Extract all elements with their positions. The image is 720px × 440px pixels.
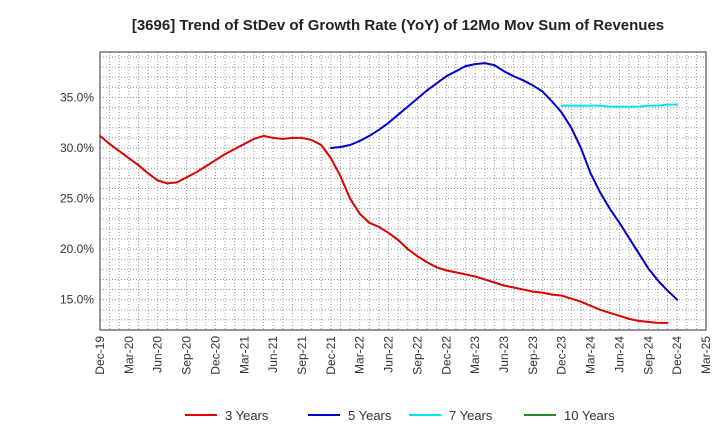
- 7-years-line: [560, 103, 679, 108]
- x-tick-label: Jun-20: [151, 336, 165, 373]
- series-layer: [99, 62, 679, 324]
- x-tick-label: Dec-22: [439, 336, 453, 375]
- y-tick-label: 25.0%: [60, 192, 94, 206]
- 5-years-line: [329, 62, 679, 301]
- y-tick-label: 35.0%: [60, 90, 94, 104]
- x-tick-label: Mar-21: [237, 336, 251, 374]
- x-tick-label: Sep-23: [526, 336, 540, 375]
- y-axis-ticks: 15.0% 20.0% 25.0% 30.0% 35.0%: [60, 90, 94, 306]
- x-tick-label: Jun-24: [612, 336, 626, 373]
- x-tick-label: Mar-25: [699, 336, 713, 374]
- 3-years-line: [99, 134, 669, 324]
- x-tick-label: Jun-22: [382, 336, 396, 373]
- x-tick-label: Jun-21: [266, 336, 280, 373]
- x-tick-label: Mar-22: [353, 336, 367, 374]
- y-tick-label: 15.0%: [60, 293, 94, 307]
- x-tick-label: Sep-21: [295, 336, 309, 375]
- y-tick-label: 30.0%: [60, 141, 94, 155]
- x-tick-label: Dec-24: [670, 336, 684, 375]
- legend-label: 7 Years: [449, 408, 493, 423]
- horizontal-gridlines: [100, 56, 706, 331]
- x-tick-label: Mar-23: [468, 336, 482, 374]
- x-tick-label: Mar-20: [122, 336, 136, 374]
- x-tick-label: Mar-24: [584, 336, 598, 374]
- x-tick-label: Jun-23: [497, 336, 511, 373]
- legend-label: 5 Years: [348, 408, 392, 423]
- x-axis-ticks: Dec-19 Mar-20 Jun-20 Sep-20 Dec-20 Mar-21 Jun-…: [93, 336, 713, 375]
- plot-frame: [99, 51, 707, 331]
- x-tick-label: Sep-24: [641, 336, 655, 375]
- x-tick-label: Sep-20: [180, 336, 194, 375]
- x-tick-label: Sep-22: [410, 336, 424, 375]
- plot-area: [100, 52, 706, 330]
- legend: 3 Years 5 Years 7 Years 10 Years: [185, 408, 615, 423]
- x-tick-label: Dec-21: [324, 336, 338, 375]
- x-tick-label: Dec-23: [555, 336, 569, 375]
- chart-title: [3696] Trend of StDev of Growth Rate (Yo…: [132, 17, 664, 34]
- y-tick-label: 20.0%: [60, 242, 94, 256]
- vertical-gridlines: [109, 52, 697, 330]
- x-tick-label: Dec-19: [93, 336, 107, 375]
- legend-label: 10 Years: [564, 408, 615, 423]
- legend-label: 3 Years: [225, 408, 269, 423]
- x-tick-label: Dec-20: [208, 336, 222, 375]
